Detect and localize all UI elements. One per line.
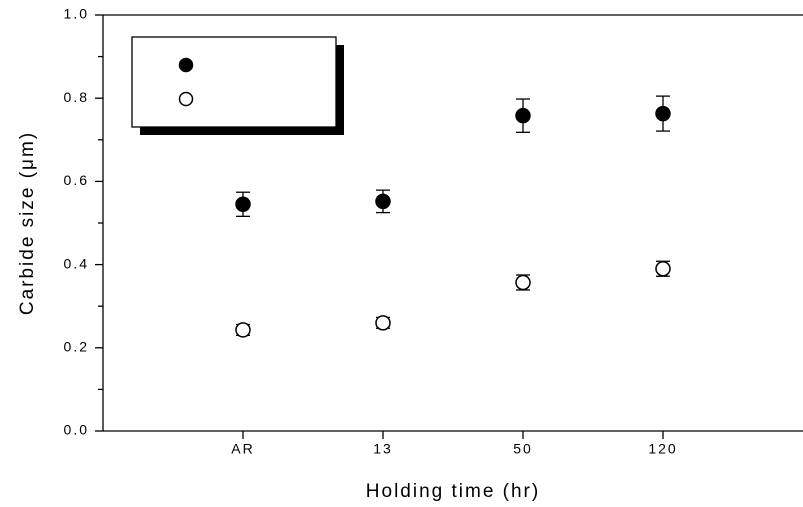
y-tick-label: 0.4	[64, 255, 89, 271]
x-tick-label: 50	[513, 441, 533, 457]
x-tick-label: 13	[373, 441, 393, 457]
y-tick-label: 0.6	[64, 172, 89, 188]
y-tick-label: 0.8	[64, 89, 89, 105]
marker	[515, 274, 531, 291]
marker	[235, 196, 251, 213]
y-axis-title: Carbide size (μm)	[17, 131, 38, 315]
x-tick-label: 120	[648, 441, 677, 457]
legend-box	[131, 36, 337, 128]
y-tick-label: 1.0	[64, 6, 89, 22]
x-axis-title: Holding time (hr)	[366, 481, 540, 502]
marker	[375, 315, 391, 331]
legend-marker	[178, 57, 194, 73]
marker	[655, 261, 671, 277]
y-tick-label: 0.2	[64, 339, 89, 355]
marker	[655, 105, 671, 122]
x-tick-label: AR	[231, 441, 254, 457]
marker	[375, 193, 391, 210]
y-tick-label: 0.0	[64, 422, 89, 438]
marker	[515, 107, 531, 124]
marker	[235, 322, 251, 338]
legend-marker	[178, 91, 194, 107]
